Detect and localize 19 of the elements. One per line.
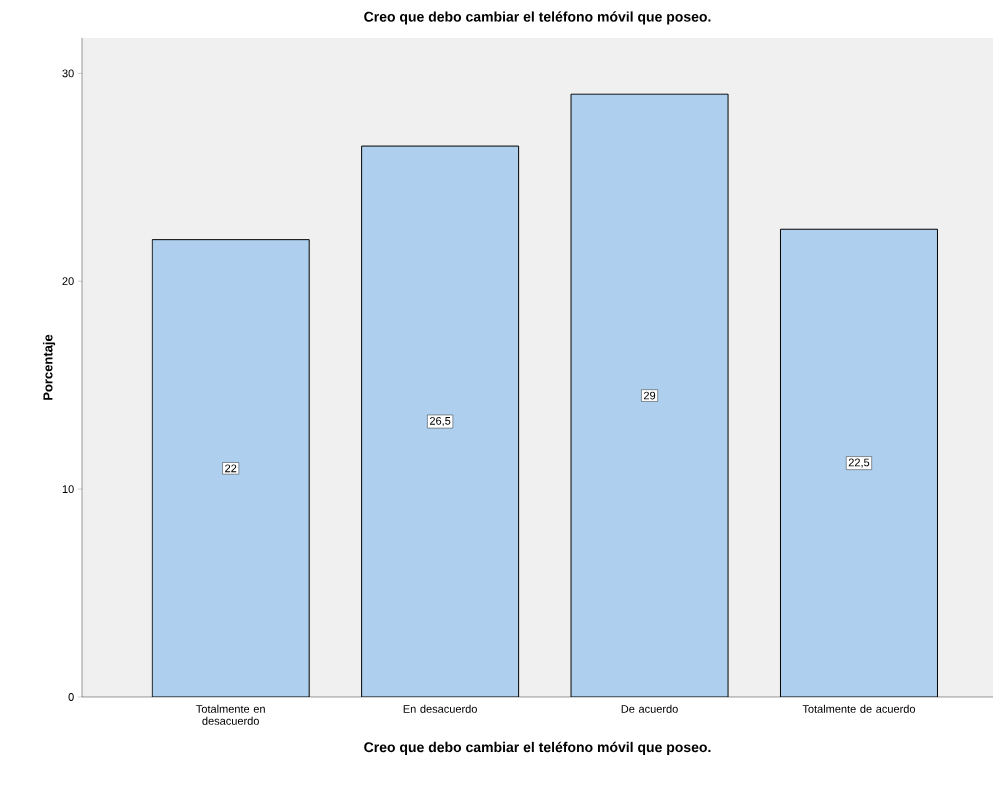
y-tick-label: 20 — [62, 277, 74, 286]
data-label: 26,5 — [429, 417, 451, 427]
bar — [570, 93, 729, 697]
y-tick-label: 0 — [68, 693, 74, 701]
x-tick-label: De acuerdo — [621, 704, 678, 713]
data-label: 22,5 — [848, 458, 870, 468]
x-tick-label: En desacuerdo — [403, 704, 477, 713]
bar — [151, 239, 310, 697]
data-label: 22 — [225, 464, 237, 473]
y-tick-label: 30 — [62, 69, 74, 78]
x-axis-title: Creo que debo cambiar el teléfono móvil que poseo. — [364, 741, 711, 755]
bar — [361, 145, 520, 697]
y-tick-label: 10 — [62, 485, 74, 493]
data-label: 29 — [643, 391, 656, 400]
chart-title: Creo que debo cambiar el teléfono móvil que poseo. — [364, 11, 711, 25]
x-tick-label: Totalmente en desacuerdo — [196, 704, 265, 725]
x-tick-label: Totalmente de acuerdo — [802, 704, 916, 713]
bar — [779, 228, 938, 697]
y-axis-title: Porcentaje — [42, 334, 56, 400]
